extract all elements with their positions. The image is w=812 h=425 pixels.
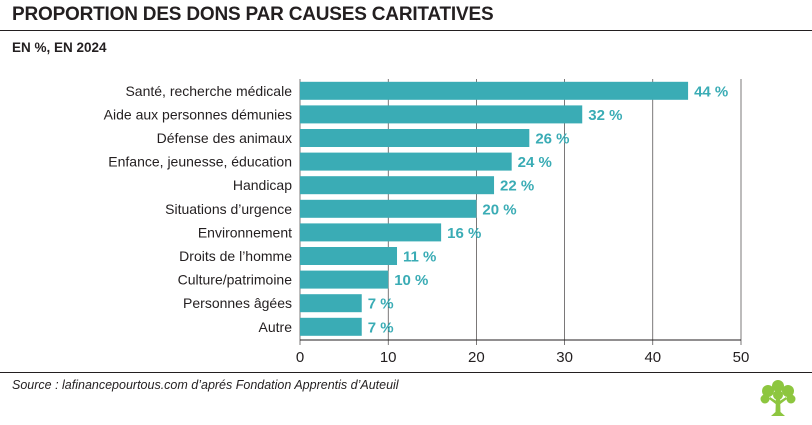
chart-title: PROPORTION DES DONS PAR CAUSES CARITATIV… — [12, 4, 494, 25]
category-label: Culture/patrimoine — [178, 272, 293, 288]
tree-logo-icon — [756, 376, 800, 425]
x-tick-label: 50 — [733, 349, 750, 366]
category-label: Défense des animaux — [157, 130, 292, 146]
chart-header: PROPORTION DES DONS PAR CAUSES CARITATIV… — [0, 0, 812, 62]
source-note: Source : lafinancepourtous.com d’aprés F… — [12, 378, 399, 392]
bar — [300, 152, 512, 171]
value-label: 20 % — [482, 201, 516, 218]
chart-subtitle: EN %, EN 2024 — [12, 40, 107, 55]
x-tick-label: 10 — [380, 349, 397, 366]
x-tick-label: 20 — [468, 349, 485, 366]
category-label: Aide aux personnes démunies — [104, 106, 292, 122]
title-divider — [0, 30, 812, 31]
value-label: 11 % — [403, 249, 436, 266]
value-label: 44 % — [694, 83, 728, 100]
category-label: Droits de l’homme — [179, 248, 292, 264]
bar — [300, 176, 495, 195]
category-label: Autre — [259, 319, 293, 335]
bar — [300, 294, 362, 313]
value-label: 10 % — [394, 272, 428, 289]
value-label: 26 % — [535, 131, 569, 148]
source-divider — [0, 372, 812, 373]
value-label: 22 % — [500, 178, 534, 195]
value-label: 7 % — [368, 296, 394, 313]
category-label: Handicap — [233, 177, 292, 193]
bar — [300, 223, 442, 242]
bar — [300, 317, 362, 336]
value-label: 24 % — [518, 154, 552, 171]
bar — [300, 270, 389, 289]
bar — [300, 81, 689, 100]
bar — [300, 247, 398, 265]
category-label: Santé, recherche médicale — [125, 83, 292, 99]
value-label: 16 % — [447, 225, 481, 242]
bar — [300, 105, 583, 124]
x-tick-label: 40 — [644, 349, 661, 366]
value-label: 7 % — [368, 319, 394, 336]
value-label: 32 % — [588, 107, 622, 124]
bar-chart: 0 10 20 30 40 50 Santé, recherche médicale 44 %… — [104, 79, 750, 366]
category-label: Personnes âgées — [183, 295, 292, 311]
bar — [300, 129, 530, 147]
category-label: Environnement — [198, 224, 292, 240]
bar — [300, 199, 477, 218]
category-label: Enfance, jeunesse, éducation — [108, 154, 292, 170]
x-tick-label: 0 — [296, 349, 304, 366]
category-label: Situations d’urgence — [165, 201, 292, 217]
x-tick-label: 30 — [556, 349, 573, 366]
